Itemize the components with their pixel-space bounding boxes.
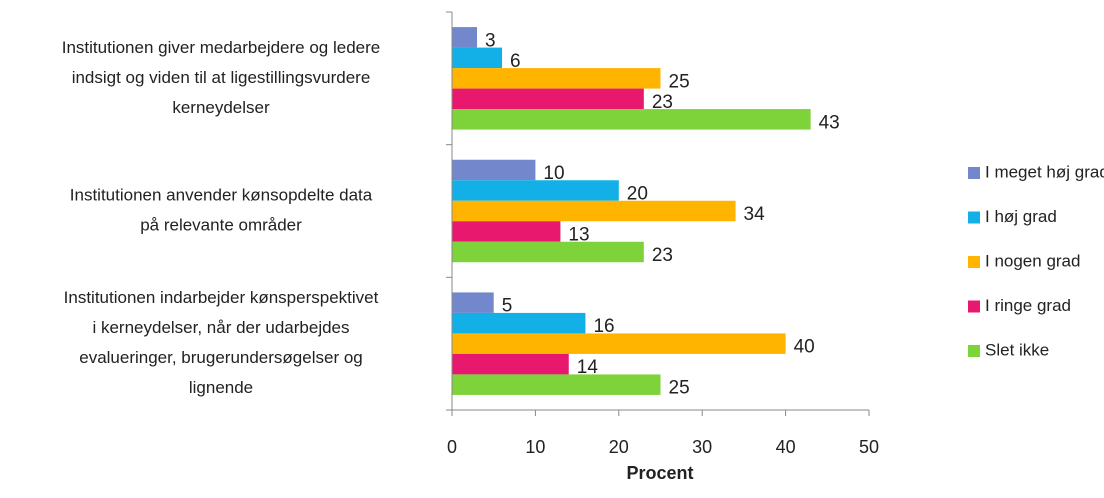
x-tick-label: 40 [776,437,796,457]
bar [452,68,661,89]
bar [452,241,644,263]
value-label: 20 [627,184,648,205]
value-label: 3 [485,30,496,51]
category-label: lignende [189,378,253,397]
bar [452,374,661,395]
category-label: evalueringer, brugerundersøgelser og [79,348,363,367]
bar [452,47,503,69]
legend-label: I ringe grad [985,296,1071,315]
legend-swatch [968,167,980,179]
value-label: 13 [568,225,589,246]
legend-label: Slet ikke [985,340,1049,359]
value-label: 25 [669,71,690,92]
bar [452,109,811,130]
bar [452,312,586,334]
bar [452,88,644,110]
value-label: 43 [819,112,840,133]
bar [452,200,736,222]
bar [452,221,561,242]
category-label: i kerneydelser, når der udarbejdes [92,318,349,337]
x-axis-label: Procent [626,463,693,483]
legend-label: I høj grad [985,207,1057,226]
category-label: på relevante områder [140,215,302,234]
legend-label: I meget høj grad [985,162,1104,181]
value-label: 25 [669,378,690,399]
value-label: 5 [502,296,513,317]
legend-label: I nogen grad [985,251,1080,270]
bar [452,180,619,201]
legend-swatch [968,345,980,357]
legend-swatch [968,256,980,268]
category-label: Institutionen anvender kønsopdelte data [70,185,373,204]
value-label: 40 [794,337,815,358]
category-label: Institutionen indarbejder kønsperspektiv… [64,288,379,307]
bar [452,27,478,48]
x-tick-label: 20 [609,437,629,457]
x-tick-label: 50 [859,437,879,457]
value-label: 10 [543,163,564,184]
bar [452,333,786,354]
legend-swatch [968,211,980,224]
category-label: Institutionen giver medarbejdere og lede… [62,38,380,57]
value-label: 14 [577,357,599,378]
category-label: indsigt og viden til at ligestillingsvur… [72,68,371,87]
value-label: 6 [510,51,521,72]
value-label: 23 [652,245,673,266]
value-label: 34 [744,204,766,225]
value-label: 16 [593,316,614,337]
category-label: kerneydelser [172,98,270,117]
x-tick-label: 0 [447,437,457,457]
x-tick-label: 10 [525,437,545,457]
value-label: 23 [652,92,673,113]
legend-swatch [968,300,980,313]
bar [452,292,494,313]
x-tick-label: 30 [692,437,712,457]
bar [452,159,536,181]
bar [452,353,569,375]
